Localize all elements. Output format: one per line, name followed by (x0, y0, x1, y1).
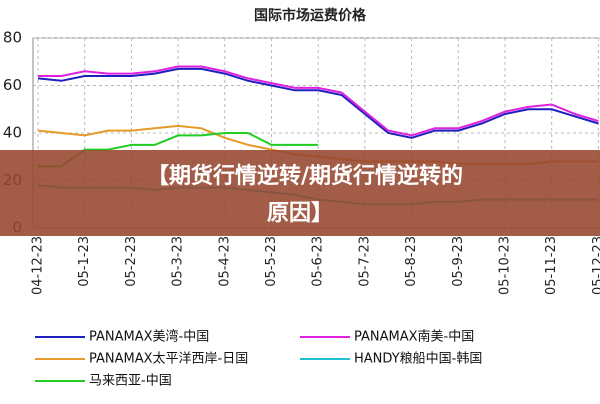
legend-label: PANAMAX南美-中国 (354, 329, 474, 345)
banner (0, 150, 600, 236)
legend-label: HANDY粮船中国-韩国 (354, 352, 482, 367)
x-tick-label: 05-5-23 (264, 236, 279, 287)
banner-text: 【期货行情逆转/期货行情逆转的 (147, 163, 463, 189)
y-tick-label: 40 (3, 124, 22, 142)
chart-title: 国际市场运费价格 (254, 7, 367, 24)
banner-text: 原因】 (267, 201, 333, 226)
x-tick-label: 05-8-23 (404, 236, 419, 287)
x-tick-label: 05-2-23 (124, 236, 139, 287)
legend-label: 马来西亚-中国 (89, 374, 172, 389)
series-line (38, 132, 319, 168)
y-tick-label: 80 (3, 29, 22, 47)
x-tick-label: 05-11-23 (544, 236, 559, 295)
y-tick-label: 60 (3, 76, 22, 94)
series-line (37, 67, 599, 139)
x-tick-label: 05-12-23 (591, 236, 600, 295)
legend-label: PANAMAX太平洋西岸-日国 (89, 352, 248, 367)
series-line (38, 65, 599, 137)
x-tick-label: 05-3-23 (171, 236, 186, 287)
x-tick-label: 05-9-23 (451, 236, 466, 287)
x-tick-label: 04-12-23 (31, 236, 46, 295)
x-tick-label: 05-4-23 (217, 236, 232, 287)
x-tick-label: 05-1-23 (77, 236, 92, 287)
x-tick-label: 05-6-23 (311, 236, 326, 287)
x-tick-label: 05-7-23 (357, 236, 372, 287)
legend-label: PANAMAX美湾-中国 (89, 329, 209, 345)
x-tick-label: 05-10-23 (498, 236, 513, 295)
